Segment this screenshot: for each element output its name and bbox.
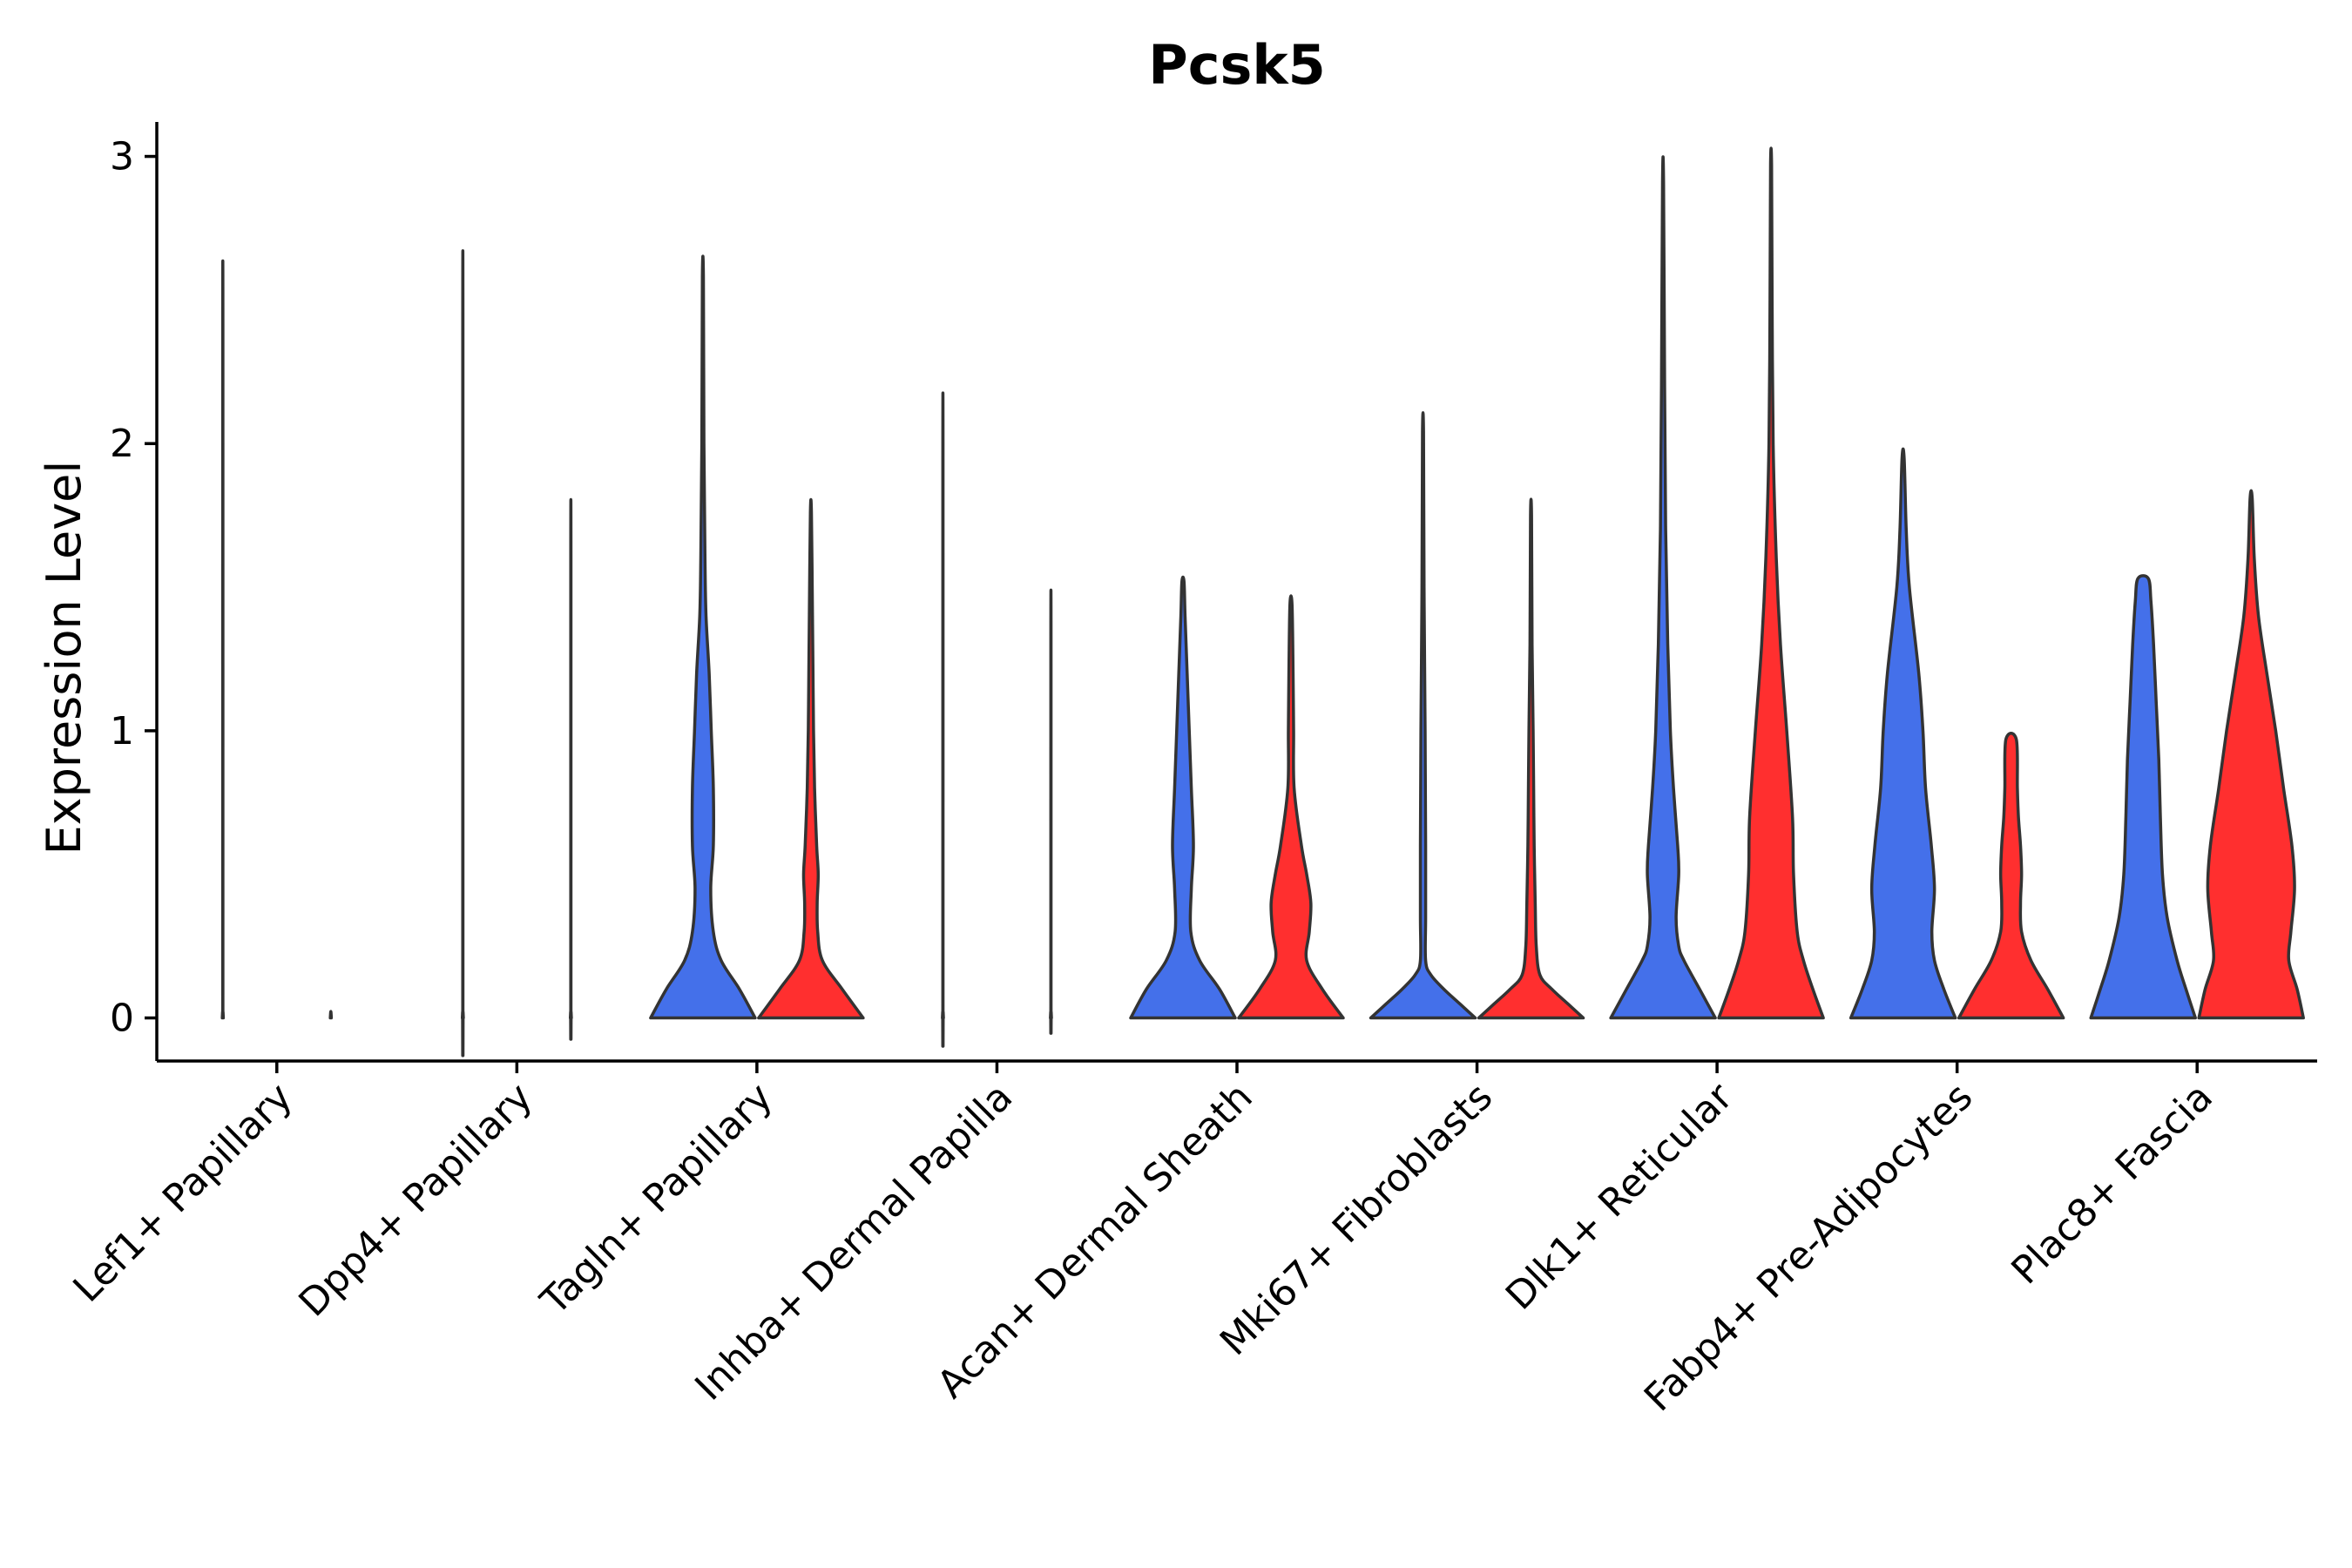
violin-dlk1-reticular-group-1	[1609, 155, 1717, 1020]
x-tick-label: Tagln+ Papillary	[532, 1075, 781, 1324]
y-tick-label: 3	[110, 135, 134, 179]
violin-mki67-fibroblasts-group-1	[1369, 411, 1477, 1020]
violin-dlk1-reticular-group-2	[1717, 146, 1825, 1020]
y-axis: 0 1 2 3	[110, 122, 159, 1061]
y-axis-title: Expression Level	[37, 461, 91, 855]
y-tick-label: 1	[110, 709, 134, 754]
chart-title: Pcsk5	[1148, 33, 1325, 97]
violin-mki67-fibroblasts-group-2	[1477, 497, 1585, 1020]
x-tick-label: Dpp4+ Papillary	[290, 1075, 541, 1326]
violin-tagln-papillary-group-1	[649, 254, 757, 1020]
violin-acan-dermal-sheath-group-2	[1237, 594, 1345, 1020]
x-tick-label: Mki67+ Fibroblasts	[1212, 1075, 1501, 1364]
violin-fabp4-pre-adipocytes-group-1	[1848, 447, 1957, 1020]
y-tick-label: 0	[110, 997, 134, 1041]
violin-plac8-fascia-group-2	[2197, 489, 2305, 1020]
violin-acan-dermal-sheath-group-1	[1129, 575, 1237, 1020]
violin-plac8-fascia-group-1	[2089, 574, 2197, 1020]
y-tick-label: 2	[110, 422, 134, 466]
violin-layer	[220, 146, 2305, 1058]
violin-tagln-papillary-group-2	[757, 497, 865, 1020]
x-tick-label: Plac8+ Fascia	[2003, 1075, 2221, 1294]
violin-lef1-papillary-group-1	[220, 260, 226, 1020]
x-tick-label: Lef1+ Papillary	[64, 1075, 301, 1311]
x-tick-label: Dlk1+ Reticular	[1497, 1074, 1742, 1319]
violin-fabp4-pre-adipocytes-group-2	[1957, 732, 2065, 1020]
violin-lef1-papillary-group-2	[328, 1010, 334, 1020]
